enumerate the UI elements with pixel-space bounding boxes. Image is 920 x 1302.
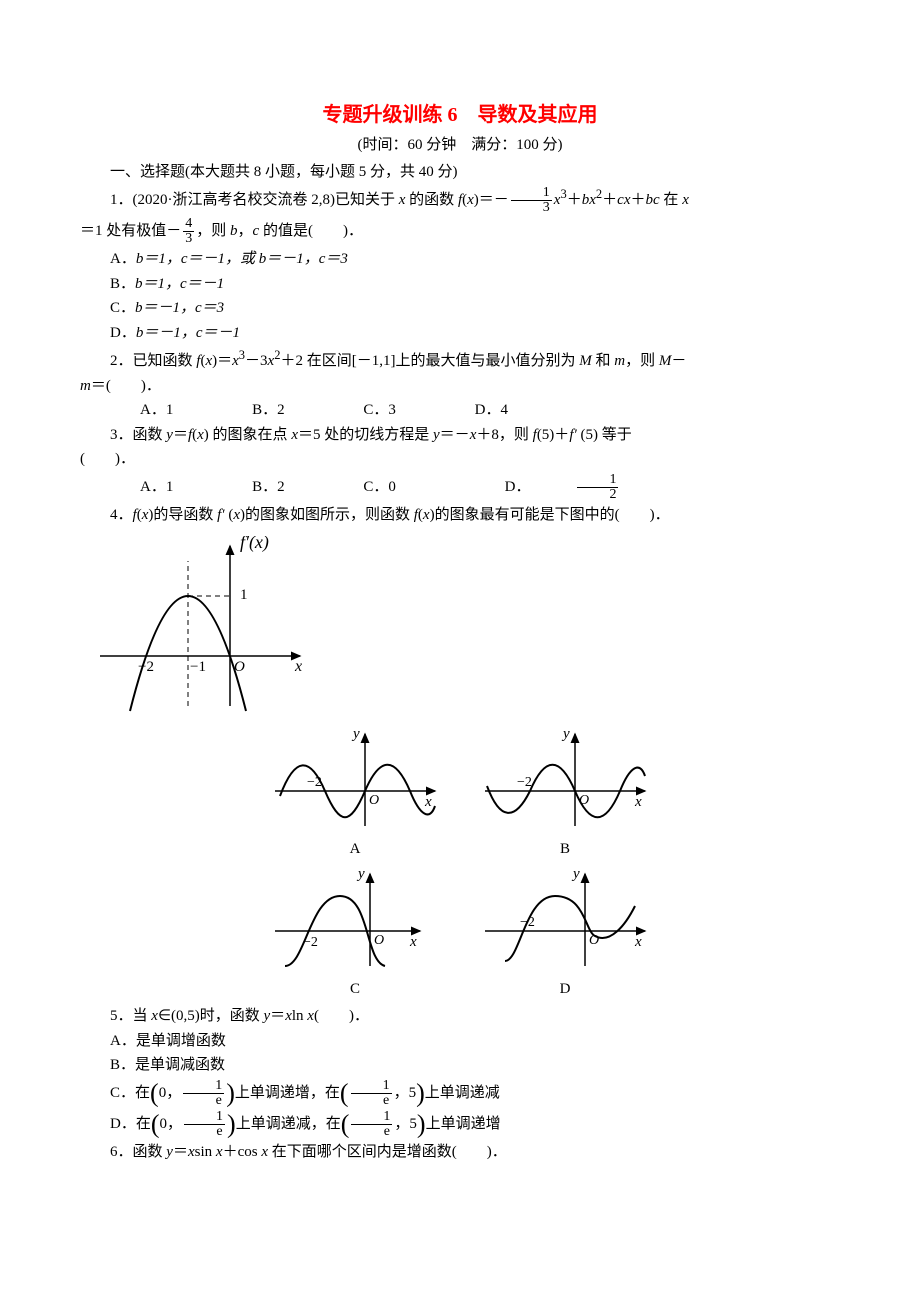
svg-text:−2: −2 [307,775,322,790]
q1a-val: b＝1，c＝－1，或 b＝－1，c＝3 [136,251,348,267]
q2-a-opt: A．1 [110,399,173,422]
label-a: A [265,838,445,861]
svg-text:y: y [571,866,580,882]
section-header: 一、选择题(本大题共 8 小题，每小题 5 分，共 40 分) [80,161,840,184]
q3-c-opt: C．0 [333,476,396,499]
q2-a: 2．已知函数 [110,353,196,369]
q1-option-a: A．b＝1，c＝－1，或 b＝－1，c＝3 [80,248,840,271]
q1-cont-a: ＝1 处有极值－ [80,223,181,239]
q4-a: 4． [110,507,133,523]
q1-text-b: 的函数 [405,192,458,208]
svg-text:x: x [409,934,417,950]
q3-options: A．1 B．2 C．0 D．12 [80,473,840,502]
svg-text:−2: −2 [138,659,154,675]
question-3-cont: ( )． [80,448,840,471]
svg-text:x: x [634,934,642,950]
svg-text:1: 1 [240,587,248,603]
q1-option-c: C．b＝－1，c＝3 [80,297,840,320]
q2-cont: ＝( )． [91,378,161,394]
question-5: 5．当 x∈(0,5)时，函数 y＝xln x( )． [80,1005,840,1028]
figure-main: f′(x) −2 −1 1 O x [80,536,840,716]
q1-option-b: B．b＝1，c＝－1 [80,273,840,296]
q5-option-c: C．在(0，1e)上单调递增，在(1e，5)上单调递减 [80,1079,840,1108]
figure-d: −2 O x y D [475,866,655,1001]
figure-b: −2 O x y B [475,726,655,861]
svg-text:−1: −1 [190,659,206,675]
label-b: B [475,838,655,861]
svg-text:x: x [294,658,302,675]
q6-a: 6．函数 [110,1144,166,1160]
svg-text:O: O [589,933,599,948]
label-d: D [475,978,655,1001]
figure-row-1: −2 O x y A −2 O x y B [80,726,840,861]
question-4: 4．f(x)的导函数 f′ (x)的图象如图所示，则函数 f(x)的图象最有可能… [80,504,840,527]
question-1-cont: ＝1 处有极值－43，则 b，c 的值是( )． [80,217,840,246]
q5-option-b: B．是单调减函数 [80,1054,840,1077]
q4-b: 的导函数 [153,507,217,523]
svg-text:O: O [234,659,245,675]
q2-d-opt: D．4 [445,399,508,422]
q5-option-a: A．是单调增函数 [80,1030,840,1053]
svg-text:f′(x): f′(x) [240,536,269,553]
q2-c-opt: C．3 [333,399,396,422]
svg-text:−2: −2 [517,775,532,790]
page-subtitle: (时间：60 分钟 满分：100 分) [80,134,840,157]
q1c-val: b＝－1，c＝3 [135,300,224,316]
q3-b: 的图象在点 [209,427,292,443]
q2-b-opt: B．2 [222,399,285,422]
q1-cont-d: 的值是( )． [259,223,363,239]
q3-c: ＝5 处的切线方程是 [298,427,433,443]
q3-a-opt: A．1 [110,476,173,499]
svg-text:−2: −2 [303,935,318,950]
svg-text:y: y [351,726,360,742]
question-6: 6．函数 y＝xsin x＋cos x 在下面哪个区间内是增函数( )． [80,1141,840,1164]
svg-text:y: y [356,866,365,882]
q1-text-a: 1．(2020·浙江高考名校交流卷 2,8)已知关于 [110,192,399,208]
q3-b-opt: B．2 [222,476,285,499]
q1b-val: b＝1，c＝－1 [135,276,224,292]
svg-text:−2: −2 [520,915,535,930]
q5-c: ( )． [314,1008,369,1024]
question-3: 3．函数 y＝f(x) 的图象在点 x＝5 处的切线方程是 y＝－x＋8，则 f… [80,424,840,447]
svg-text:x: x [424,794,432,810]
q1-cont-c: ， [238,223,253,239]
q3-e: (5) 等于 [577,427,632,443]
figure-row-2: −2 O x y C −2 O x y D [80,866,840,1001]
q2-options: A．1 B．2 C．3 D．4 [80,399,840,422]
fprime-graph: f′(x) −2 −1 1 O x [80,536,320,716]
q1-cont-b: ，则 [196,223,230,239]
q2-b: 在区间[－1,1]上的最大值与最小值分别为 [303,353,579,369]
question-2: 2．已知函数 f(x)＝x3－3x2＋2 在区间[－1,1]上的最大值与最小值分… [80,346,840,373]
figure-c: −2 O x y C [265,866,445,1001]
q1-text-c: 在 [660,192,683,208]
q1d-val: b＝－1，c＝－1 [136,325,240,341]
q3-a: 3．函数 [110,427,166,443]
question-1: 1．(2020·浙江高考名校交流卷 2,8)已知关于 x 的函数 f(x)＝－1… [80,185,840,215]
q5-b: ∈(0,5)时，函数 [158,1008,264,1024]
question-2-cont: m＝( )． [80,375,840,398]
q5-a: 5．当 [110,1008,151,1024]
q3-d: ，则 [499,427,533,443]
q1-option-d: D．b＝－1，c＝－1 [80,322,840,345]
q5-option-d: D．在(0，1e)上单调递减，在(1e，5)上单调递增 [80,1110,840,1139]
figure-a: −2 O x y A [265,726,445,861]
svg-text:O: O [374,933,384,948]
q3-d-opt: D．12 [445,473,709,502]
page-title: 专题升级训练 6 导数及其应用 [80,100,840,130]
svg-text:x: x [634,794,642,810]
svg-text:O: O [369,793,379,808]
label-c: C [265,978,445,1001]
svg-text:y: y [561,726,570,742]
q2-d: ，则 [625,353,659,369]
svg-text:O: O [579,793,589,808]
q6-b: 在下面哪个区间内是增函数( )． [268,1144,507,1160]
